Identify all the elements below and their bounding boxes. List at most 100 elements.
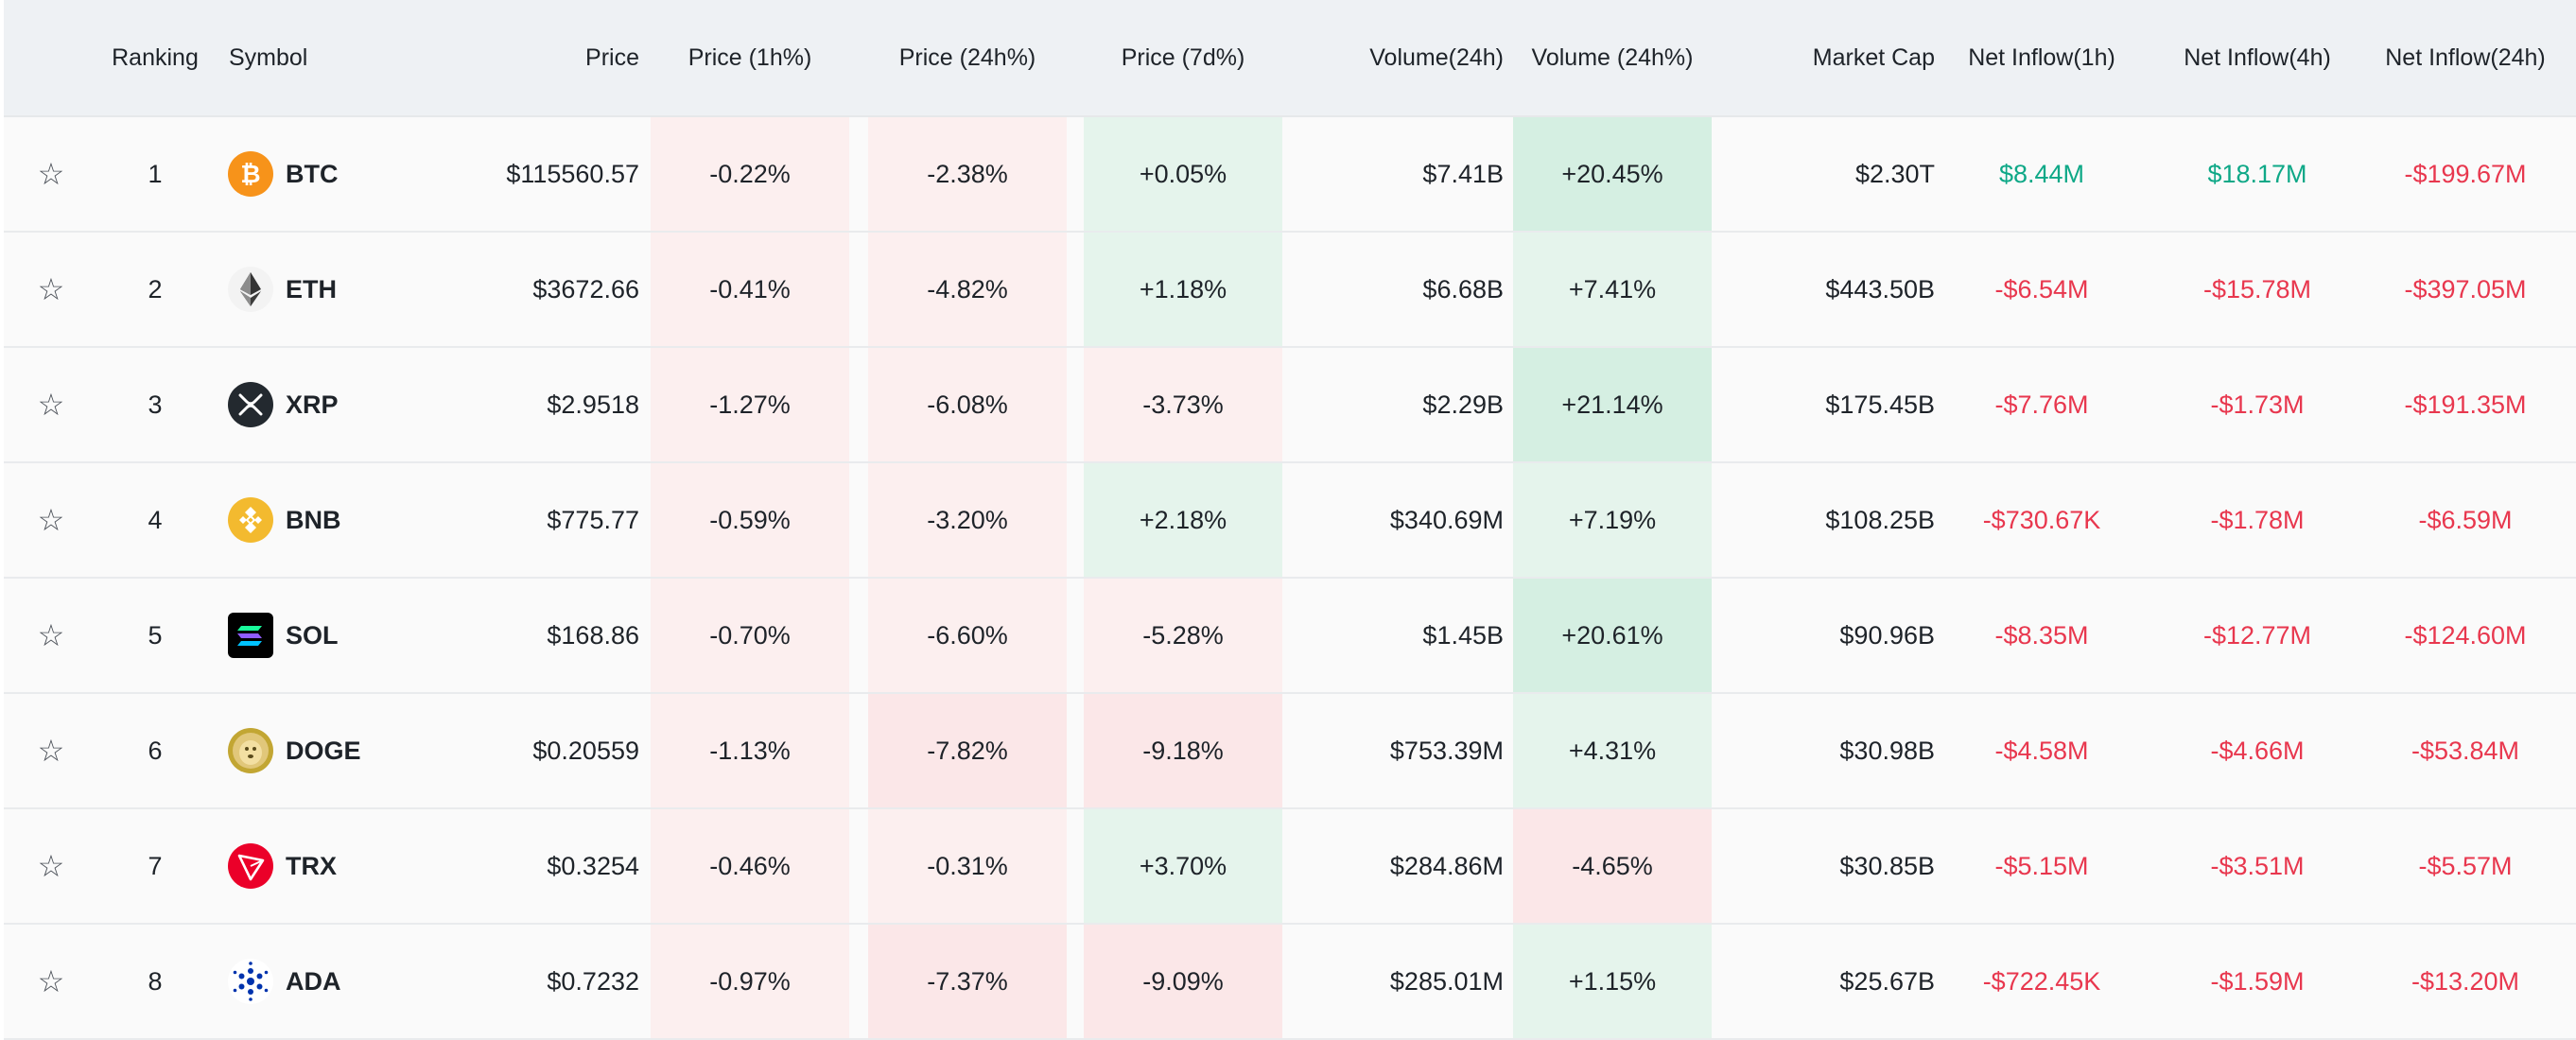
price-24h-cell: -3.20% xyxy=(927,506,1008,534)
favorite-star-icon[interactable]: ☆ xyxy=(37,503,65,537)
price-24h-cell: -6.08% xyxy=(927,390,1008,419)
net-inflow-1h-cell: -$7.76M xyxy=(1994,390,2089,419)
table-row[interactable]: ☆ 5 SOL $168.86 -0.70% -6.60% -5.28% $1.45B +20.… xyxy=(4,579,2576,694)
net-inflow-24h-cell: -$199.67M xyxy=(2404,160,2527,188)
symbol-link[interactable]: DOGE xyxy=(286,737,361,765)
volume-24h-cell: $7.41B xyxy=(1422,160,1504,188)
table-row[interactable]: ☆ 8 ADA $0.7232 -0.97% -7.37% -9.09% $285.01M +1… xyxy=(4,925,2576,1040)
net-inflow-1h-cell: -$722.45K xyxy=(1982,967,2101,996)
price-1h-cell: -0.41% xyxy=(709,275,791,303)
cell-shade xyxy=(651,348,849,461)
favorite-star-icon[interactable]: ☆ xyxy=(37,272,65,306)
net-inflow-1h-cell: -$730.67K xyxy=(1982,506,2101,534)
cell-shade xyxy=(1513,579,1712,692)
net-inflow-1h-cell: $8.44M xyxy=(1998,160,2085,188)
cell-shade xyxy=(1084,925,1282,1038)
header-net-inflow-4h[interactable]: Net Inflow(4h) xyxy=(2184,44,2331,71)
symbol-link[interactable]: SOL xyxy=(286,621,339,650)
market-cap-cell: $108.25B xyxy=(1825,506,1935,534)
net-inflow-24h-cell: -$6.59M xyxy=(2418,506,2513,534)
table-row[interactable]: ☆ 3 XRP $2.9518 -1.27% -6.08% -3.73% $2.29B +21.… xyxy=(4,348,2576,463)
favorite-star-icon[interactable]: ☆ xyxy=(37,849,65,883)
net-inflow-1h-cell: -$5.15M xyxy=(1994,852,2089,880)
volume-24h-pct-cell: +20.45% xyxy=(1561,160,1663,188)
symbol-link[interactable]: TRX xyxy=(286,852,337,880)
cell-shade xyxy=(1513,694,1712,807)
header-net-inflow-1h[interactable]: Net Inflow(1h) xyxy=(1968,44,2115,71)
header-price-1h[interactable]: Price (1h%) xyxy=(688,44,812,71)
table-row[interactable]: ☆ 2 ETH $3672.66 -0.41% -4.82% +1.18% $6.68B +7.… xyxy=(4,233,2576,348)
price-1h-cell: -0.59% xyxy=(709,506,791,534)
market-cap-cell: $25.67B xyxy=(1839,967,1935,996)
price-1h-cell: -0.97% xyxy=(709,967,791,996)
price-1h-cell: -1.27% xyxy=(709,390,791,419)
sol-icon xyxy=(228,613,273,658)
price-7d-cell: -3.73% xyxy=(1142,390,1224,419)
price-1h-cell: -0.46% xyxy=(709,852,791,880)
ranking-cell: 5 xyxy=(148,621,163,650)
ranking-cell: 8 xyxy=(148,967,163,996)
xrp-icon xyxy=(228,382,273,427)
market-cap-cell: $175.45B xyxy=(1825,390,1935,419)
header-volume-24h-pct[interactable]: Volume (24h%) xyxy=(1531,44,1694,71)
volume-24h-pct-cell: +7.19% xyxy=(1568,506,1657,534)
symbol-link[interactable]: BTC xyxy=(286,160,339,188)
header-price-7d[interactable]: Price (7d%) xyxy=(1121,44,1245,71)
cell-shade xyxy=(868,694,1067,807)
favorite-star-icon[interactable]: ☆ xyxy=(37,964,65,998)
net-inflow-24h-cell: -$53.84M xyxy=(2411,737,2520,765)
market-table: Ranking Symbol Price Price (1h%) Price (… xyxy=(4,0,2576,1040)
header-net-inflow-24h[interactable]: Net Inflow(24h) xyxy=(2385,44,2546,71)
favorite-star-icon[interactable]: ☆ xyxy=(37,157,65,191)
price-24h-cell: -2.38% xyxy=(927,160,1008,188)
favorite-star-icon[interactable]: ☆ xyxy=(37,734,65,768)
cell-shade xyxy=(1084,694,1282,807)
cell-shade xyxy=(1513,117,1712,231)
header-market-cap[interactable]: Market Cap xyxy=(1812,44,1935,71)
cell-shade xyxy=(1513,463,1712,577)
volume-24h-pct-cell: +7.41% xyxy=(1568,275,1657,303)
price-cell: $168.86 xyxy=(547,621,639,650)
price-7d-cell: +2.18% xyxy=(1139,506,1227,534)
price-24h-cell: -7.37% xyxy=(927,967,1008,996)
ranking-cell: 6 xyxy=(148,737,163,765)
table-row[interactable]: ☆ 4 BNB $775.77 -0.59% -3.20% +2.18% $340.69M +7… xyxy=(4,463,2576,579)
favorite-star-icon[interactable]: ☆ xyxy=(37,388,65,422)
symbol-link[interactable]: ETH xyxy=(286,275,337,303)
cell-shade xyxy=(1513,233,1712,346)
symbol-link[interactable]: ADA xyxy=(286,967,341,996)
table-row[interactable]: ☆ 6 DOGE $0.20559 -1.13% -7.82% -9.18% $753.39M… xyxy=(4,694,2576,809)
header-price-24h[interactable]: Price (24h%) xyxy=(898,44,1036,71)
volume-24h-pct-cell: -4.65% xyxy=(1572,852,1653,880)
header-volume-24h[interactable]: Volume(24h) xyxy=(1369,44,1504,71)
price-24h-cell: -4.82% xyxy=(927,275,1008,303)
cell-shade xyxy=(1084,463,1282,577)
header-price[interactable]: Price xyxy=(585,44,639,71)
volume-24h-cell: $1.45B xyxy=(1422,621,1504,650)
favorite-star-icon[interactable]: ☆ xyxy=(37,618,65,652)
net-inflow-24h-cell: -$124.60M xyxy=(2404,621,2527,650)
table-row[interactable]: ☆ 7 TRX $0.3254 -0.46% -0.31% +3.70% $284.86M -4… xyxy=(4,809,2576,925)
net-inflow-1h-cell: -$8.35M xyxy=(1994,621,2089,650)
ranking-cell: 3 xyxy=(148,390,163,419)
cell-shade xyxy=(1084,579,1282,692)
table-row[interactable]: ☆ 1 ₿ BTC $115560.57 -0.22% -2.38% +0.05% $7.41B… xyxy=(4,117,2576,233)
symbol-link[interactable]: BNB xyxy=(286,506,341,534)
cell-shade xyxy=(1513,925,1712,1038)
table-header: Ranking Symbol Price Price (1h%) Price (… xyxy=(4,0,2576,117)
volume-24h-pct-cell: +4.31% xyxy=(1568,737,1657,765)
cell-shade xyxy=(651,579,849,692)
volume-24h-cell: $753.39M xyxy=(1389,737,1504,765)
price-7d-cell: -9.09% xyxy=(1142,967,1224,996)
volume-24h-cell: $284.86M xyxy=(1389,852,1504,880)
header-symbol[interactable]: Symbol xyxy=(229,44,308,71)
cell-shade xyxy=(651,233,849,346)
symbol-link[interactable]: XRP xyxy=(286,390,339,419)
header-ranking[interactable]: Ranking xyxy=(112,44,199,71)
price-7d-cell: +0.05% xyxy=(1139,160,1227,188)
market-cap-cell: $2.30T xyxy=(1854,160,1935,188)
market-cap-cell: $30.85B xyxy=(1839,852,1935,880)
price-1h-cell: -0.70% xyxy=(709,621,791,650)
cell-shade xyxy=(651,694,849,807)
cell-shade xyxy=(651,809,849,923)
